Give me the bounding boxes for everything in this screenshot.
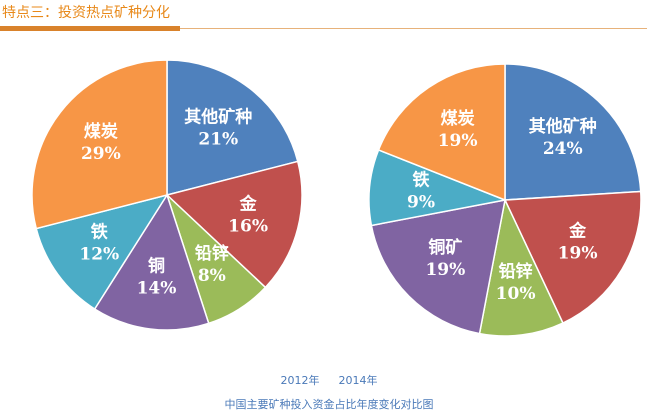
- pie-slice: [165, 160, 303, 289]
- slice-value-label: 29%: [81, 144, 121, 164]
- slice-value-label: 19%: [438, 131, 478, 151]
- pie-slice: [93, 193, 210, 331]
- pie-slice: [503, 190, 642, 325]
- title-rule: [180, 28, 647, 29]
- slice-name: 金: [239, 193, 258, 214]
- slice-value-label: 19%: [425, 260, 465, 280]
- pie-year: 2012年: [281, 373, 320, 387]
- slice-value-label: 8%: [198, 266, 226, 286]
- pie-slice: [166, 59, 299, 196]
- pie-slice: [377, 63, 506, 202]
- pie-slice: [31, 59, 168, 230]
- pie-slice: [35, 193, 169, 311]
- slice-name: 铅锌: [499, 261, 533, 282]
- slice-value-label: 14%: [137, 279, 177, 299]
- slice-value-label: 24%: [543, 139, 583, 159]
- pie-slice: [478, 197, 564, 337]
- slice-name: 铜矿: [428, 237, 462, 258]
- slide-title: 特点三：投资热点矿种分化: [2, 5, 170, 21]
- slice-value-label: 9%: [407, 193, 435, 213]
- slice-value-label: 21%: [198, 129, 238, 149]
- slice-name: 其他矿种: [184, 106, 252, 127]
- slice-name: 其他矿种: [529, 116, 597, 137]
- pie-year: 2014年: [339, 373, 378, 387]
- pie-slice: [504, 63, 642, 201]
- slice-name: 铜: [148, 256, 165, 277]
- slice-name: 铁: [413, 170, 430, 191]
- slice-name: 金: [568, 220, 587, 241]
- title-bar: [0, 26, 180, 31]
- caption: 中国主要矿种投入资金占比年度变化对比图: [225, 397, 434, 411]
- pie-slice: [370, 199, 506, 335]
- slice-value-label: 19%: [558, 243, 598, 263]
- slice-name: 铅锌: [195, 243, 229, 264]
- slice-value-label: 16%: [228, 216, 268, 236]
- slice-name: 煤炭: [84, 121, 118, 142]
- slice-value-label: 12%: [79, 245, 119, 265]
- slice-value-label: 10%: [496, 284, 536, 304]
- slice-name: 煤炭: [441, 108, 475, 129]
- slice-name: 铁: [91, 222, 108, 243]
